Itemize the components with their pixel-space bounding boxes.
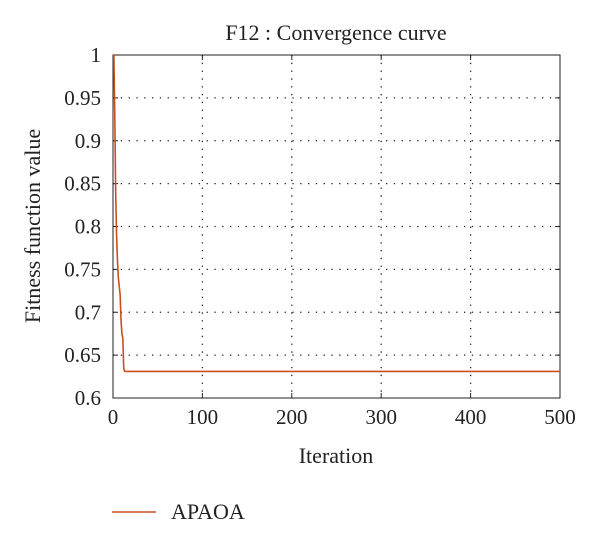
plot-frame <box>112 54 561 399</box>
grid-layer <box>113 55 560 398</box>
y-tick-label: 0.95 <box>64 86 101 110</box>
y-tick-label: 0.7 <box>75 300 101 324</box>
x-tick-label: 200 <box>276 405 308 429</box>
y-tick-label: 0.6 <box>75 386 101 410</box>
y-tick-label: 0.75 <box>64 257 101 281</box>
y-tick-label: 1 <box>91 43 102 67</box>
tick-layer: 0 100 200 300 400 500 0.6 0.65 0.7 0.75 0.8 0.85 0.9… <box>64 43 576 429</box>
legend-label-apaoa: APAOA <box>171 499 245 524</box>
x-tick-label: 0 <box>108 405 119 429</box>
x-tick-label: 400 <box>455 405 487 429</box>
y-axis-label: Fitness function value <box>20 129 45 323</box>
x-tick-label: 100 <box>187 405 219 429</box>
y-tick-label: 0.8 <box>75 215 101 239</box>
x-tick-label: 500 <box>544 405 576 429</box>
y-tick-label: 0.65 <box>64 343 101 367</box>
series-layer <box>113 54 560 373</box>
y-tick-label: 0.9 <box>75 129 101 153</box>
series-line-apaoa <box>113 54 560 373</box>
x-tick-label: 300 <box>365 405 397 429</box>
y-tick-label: 0.85 <box>64 172 101 196</box>
x-axis-label: Iteration <box>299 443 374 468</box>
chart-title: F12 : Convergence curve <box>225 20 446 45</box>
legend: APAOA <box>112 499 245 524</box>
